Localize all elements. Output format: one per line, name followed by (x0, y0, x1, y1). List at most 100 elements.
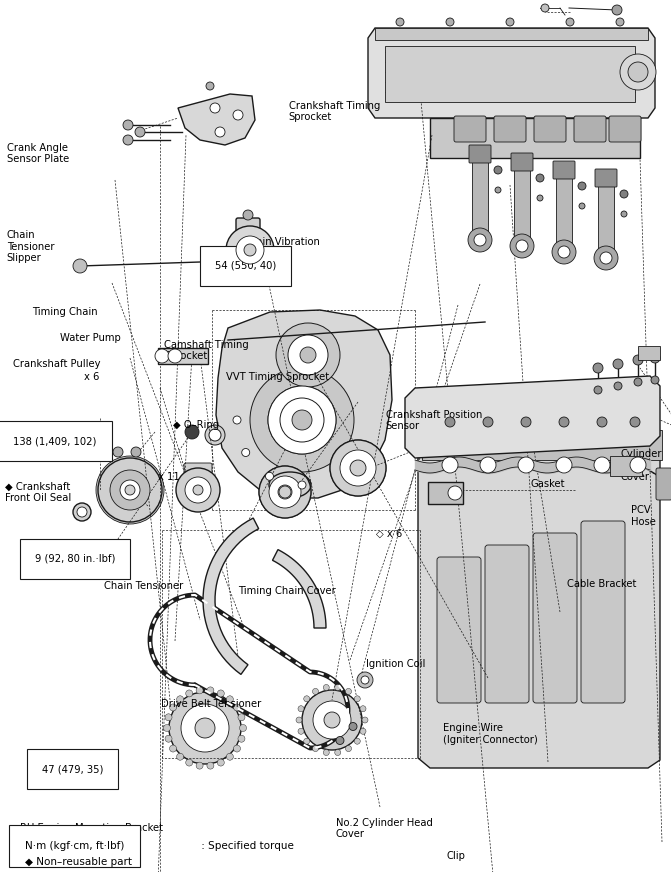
FancyBboxPatch shape (158, 348, 208, 364)
Circle shape (155, 349, 169, 363)
Circle shape (494, 166, 502, 174)
Circle shape (186, 690, 193, 697)
Text: 9 (92, 80 in.·lbf): 9 (92, 80 in.·lbf) (35, 554, 115, 564)
Text: Cylinder
Head
Cover: Cylinder Head Cover (620, 449, 662, 482)
Circle shape (125, 485, 135, 495)
Circle shape (541, 4, 549, 12)
Text: Gasket: Gasket (530, 479, 564, 489)
FancyBboxPatch shape (581, 521, 625, 703)
Circle shape (206, 82, 214, 90)
Circle shape (330, 440, 386, 496)
Circle shape (480, 457, 496, 473)
FancyBboxPatch shape (556, 178, 572, 252)
Circle shape (209, 429, 221, 441)
Circle shape (234, 745, 240, 752)
Circle shape (205, 425, 225, 445)
Circle shape (164, 725, 170, 732)
Circle shape (633, 355, 643, 365)
Circle shape (292, 410, 312, 430)
Circle shape (516, 240, 528, 252)
Circle shape (594, 457, 610, 473)
Text: Chain Tensioner: Chain Tensioner (104, 581, 183, 591)
Circle shape (536, 174, 544, 182)
Circle shape (559, 417, 569, 427)
Circle shape (650, 353, 660, 363)
Text: x 6: x 6 (84, 371, 99, 382)
Circle shape (579, 203, 585, 209)
Circle shape (630, 457, 646, 473)
Circle shape (73, 503, 91, 521)
Circle shape (350, 460, 366, 476)
Text: RH Engine Mounting Bracket: RH Engine Mounting Bracket (20, 823, 163, 834)
Circle shape (96, 456, 164, 524)
Text: Timing Chain Cover: Timing Chain Cover (238, 586, 336, 596)
Text: Timing Chain: Timing Chain (32, 307, 98, 317)
Circle shape (181, 704, 229, 752)
Circle shape (594, 386, 602, 394)
Circle shape (215, 127, 225, 137)
FancyBboxPatch shape (494, 116, 526, 142)
Circle shape (313, 688, 319, 694)
Polygon shape (272, 549, 326, 628)
Circle shape (259, 466, 311, 518)
Circle shape (279, 486, 291, 498)
Circle shape (226, 226, 274, 274)
Circle shape (77, 507, 87, 517)
Circle shape (207, 687, 214, 694)
FancyBboxPatch shape (375, 28, 648, 40)
Text: Crankshaft Timing
Sprocket: Crankshaft Timing Sprocket (289, 101, 380, 122)
Circle shape (357, 672, 373, 688)
Circle shape (335, 685, 341, 691)
Circle shape (233, 416, 241, 424)
Circle shape (226, 753, 234, 760)
FancyBboxPatch shape (574, 116, 606, 142)
Circle shape (243, 210, 253, 220)
Circle shape (313, 701, 351, 739)
Text: Water Pump: Water Pump (60, 333, 121, 344)
Circle shape (396, 18, 404, 26)
Circle shape (578, 182, 586, 190)
FancyBboxPatch shape (610, 456, 642, 476)
Circle shape (193, 485, 203, 495)
Circle shape (210, 103, 220, 113)
FancyBboxPatch shape (534, 116, 566, 142)
Circle shape (113, 447, 123, 457)
Circle shape (236, 236, 264, 264)
FancyBboxPatch shape (454, 116, 486, 142)
Circle shape (354, 696, 360, 702)
Circle shape (98, 458, 162, 522)
Circle shape (446, 18, 454, 26)
Circle shape (474, 234, 486, 246)
Text: ◆ Crankshaft
Front Oil Seal: ◆ Crankshaft Front Oil Seal (5, 482, 72, 503)
Circle shape (120, 480, 140, 500)
Circle shape (266, 473, 274, 480)
Circle shape (226, 696, 234, 703)
Circle shape (185, 477, 211, 503)
Circle shape (336, 737, 344, 745)
Text: : Specified torque: : Specified torque (198, 841, 294, 851)
Circle shape (244, 244, 256, 256)
Circle shape (123, 135, 133, 145)
Circle shape (238, 714, 245, 721)
Circle shape (170, 704, 176, 711)
Circle shape (110, 470, 150, 510)
Circle shape (628, 62, 648, 82)
Circle shape (176, 468, 220, 512)
Circle shape (468, 228, 492, 252)
Circle shape (195, 718, 215, 738)
Polygon shape (418, 430, 660, 768)
Circle shape (313, 746, 319, 752)
Text: 138 (1,409, 102): 138 (1,409, 102) (13, 436, 97, 446)
Circle shape (269, 476, 301, 508)
Circle shape (259, 466, 311, 518)
Text: Chain Vibration
Damper: Chain Vibration Damper (243, 237, 320, 258)
Circle shape (121, 481, 139, 499)
Circle shape (242, 448, 250, 457)
Text: PCV
Hose: PCV Hose (631, 506, 656, 527)
Circle shape (186, 759, 193, 766)
Circle shape (335, 750, 341, 755)
FancyBboxPatch shape (469, 145, 491, 163)
Circle shape (346, 688, 352, 694)
Circle shape (552, 240, 576, 264)
Circle shape (234, 704, 240, 711)
